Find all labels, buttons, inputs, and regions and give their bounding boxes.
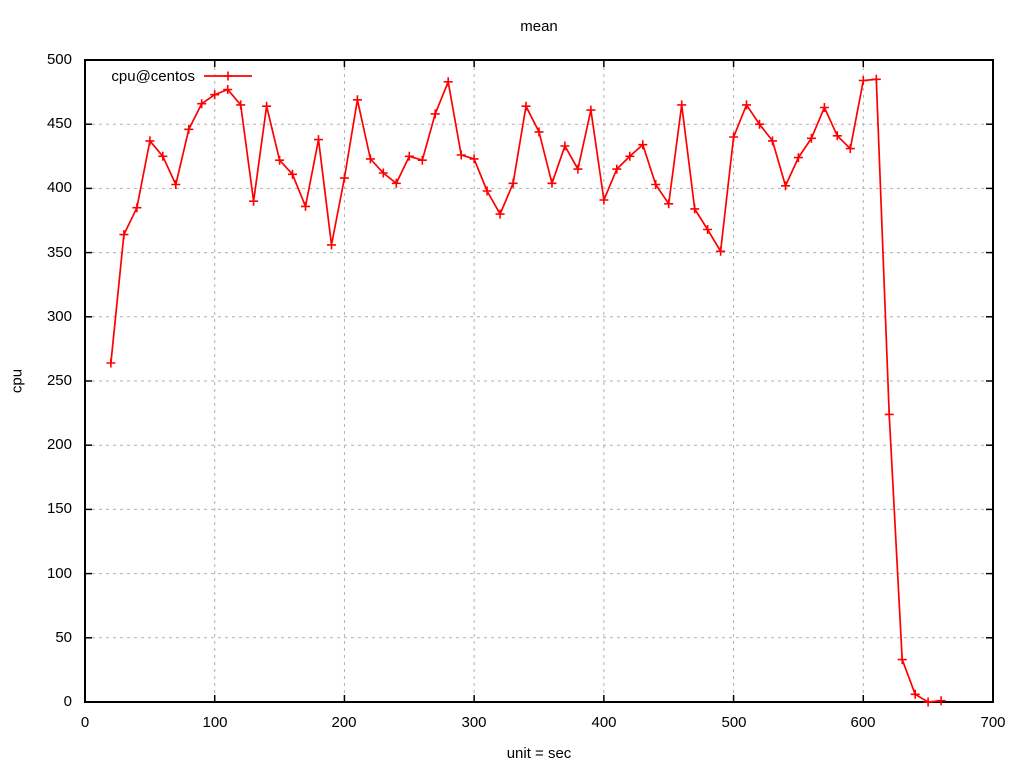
x-tick-label: 300	[461, 714, 487, 731]
legend-series-label: cpu@centos	[111, 67, 195, 85]
y-tick-label: 350	[46, 244, 72, 261]
x-tick-label: 500	[721, 714, 747, 731]
series-markers	[106, 74, 946, 707]
chart-title: mean	[520, 18, 558, 35]
x-axis-label: unit = sec	[506, 745, 572, 762]
y-tick-label: 450	[46, 115, 72, 132]
y-tick-label: 400	[46, 179, 72, 196]
x-tick-label: 200	[331, 714, 357, 731]
x-tick-label: 600	[850, 714, 876, 731]
y-tick-label: 300	[46, 308, 72, 325]
y-tick-label: 0	[63, 693, 72, 710]
y-tick-label: 150	[46, 500, 72, 517]
y-tick-label: 200	[46, 436, 72, 453]
legend-sample-marker	[223, 71, 233, 81]
y-tick-label: 250	[46, 372, 72, 389]
y-tick-label: 50	[55, 629, 72, 646]
y-tick-label: 100	[46, 565, 72, 582]
legend-line-sample-icon	[204, 71, 252, 81]
y-axis-label: cpu	[8, 368, 26, 394]
x-tick-label: 100	[202, 714, 228, 731]
plot-border	[84, 59, 994, 703]
legend: cpu@centos	[85, 67, 252, 85]
series-line	[110, 78, 942, 703]
x-tick-label: 0	[80, 714, 90, 731]
x-tick-label: 700	[980, 714, 1006, 731]
x-tick-label: 400	[591, 714, 617, 731]
y-tick-label: 500	[46, 51, 72, 68]
